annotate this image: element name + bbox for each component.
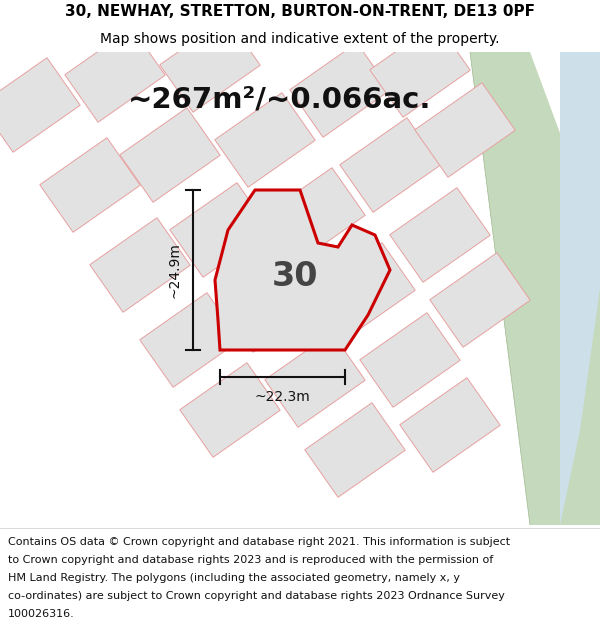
Polygon shape bbox=[265, 168, 365, 262]
Polygon shape bbox=[140, 292, 240, 388]
Text: ~22.3m: ~22.3m bbox=[254, 390, 310, 404]
Polygon shape bbox=[415, 82, 515, 178]
Polygon shape bbox=[180, 362, 280, 458]
Polygon shape bbox=[470, 52, 600, 525]
Polygon shape bbox=[215, 190, 390, 350]
Polygon shape bbox=[340, 118, 440, 212]
Polygon shape bbox=[265, 332, 365, 428]
Text: Map shows position and indicative extent of the property.: Map shows position and indicative extent… bbox=[100, 32, 500, 46]
Text: to Crown copyright and database rights 2023 and is reproduced with the permissio: to Crown copyright and database rights 2… bbox=[8, 555, 493, 565]
Text: Contains OS data © Crown copyright and database right 2021. This information is : Contains OS data © Crown copyright and d… bbox=[8, 537, 510, 547]
Polygon shape bbox=[430, 253, 530, 348]
Polygon shape bbox=[40, 138, 140, 232]
Polygon shape bbox=[0, 58, 80, 152]
Text: 30, NEWHAY, STRETTON, BURTON-ON-TRENT, DE13 0PF: 30, NEWHAY, STRETTON, BURTON-ON-TRENT, D… bbox=[65, 4, 535, 19]
Polygon shape bbox=[170, 182, 270, 278]
Text: co-ordinates) are subject to Crown copyright and database rights 2023 Ordnance S: co-ordinates) are subject to Crown copyr… bbox=[8, 591, 505, 601]
Text: ~24.9m: ~24.9m bbox=[168, 242, 182, 298]
Polygon shape bbox=[370, 22, 470, 118]
Polygon shape bbox=[360, 312, 460, 408]
Text: 100026316.: 100026316. bbox=[8, 609, 74, 619]
Polygon shape bbox=[160, 18, 260, 112]
Polygon shape bbox=[315, 242, 415, 338]
Polygon shape bbox=[400, 378, 500, 472]
Polygon shape bbox=[120, 107, 220, 202]
Polygon shape bbox=[90, 217, 190, 312]
Polygon shape bbox=[390, 188, 490, 282]
Polygon shape bbox=[65, 28, 165, 123]
Polygon shape bbox=[290, 42, 390, 138]
Text: ~267m²/~0.066ac.: ~267m²/~0.066ac. bbox=[128, 86, 432, 114]
Text: 30: 30 bbox=[272, 261, 318, 294]
Polygon shape bbox=[305, 402, 405, 498]
Polygon shape bbox=[560, 52, 600, 525]
Polygon shape bbox=[220, 258, 320, 352]
Text: HM Land Registry. The polygons (including the associated geometry, namely x, y: HM Land Registry. The polygons (includin… bbox=[8, 573, 460, 583]
Polygon shape bbox=[215, 92, 315, 188]
